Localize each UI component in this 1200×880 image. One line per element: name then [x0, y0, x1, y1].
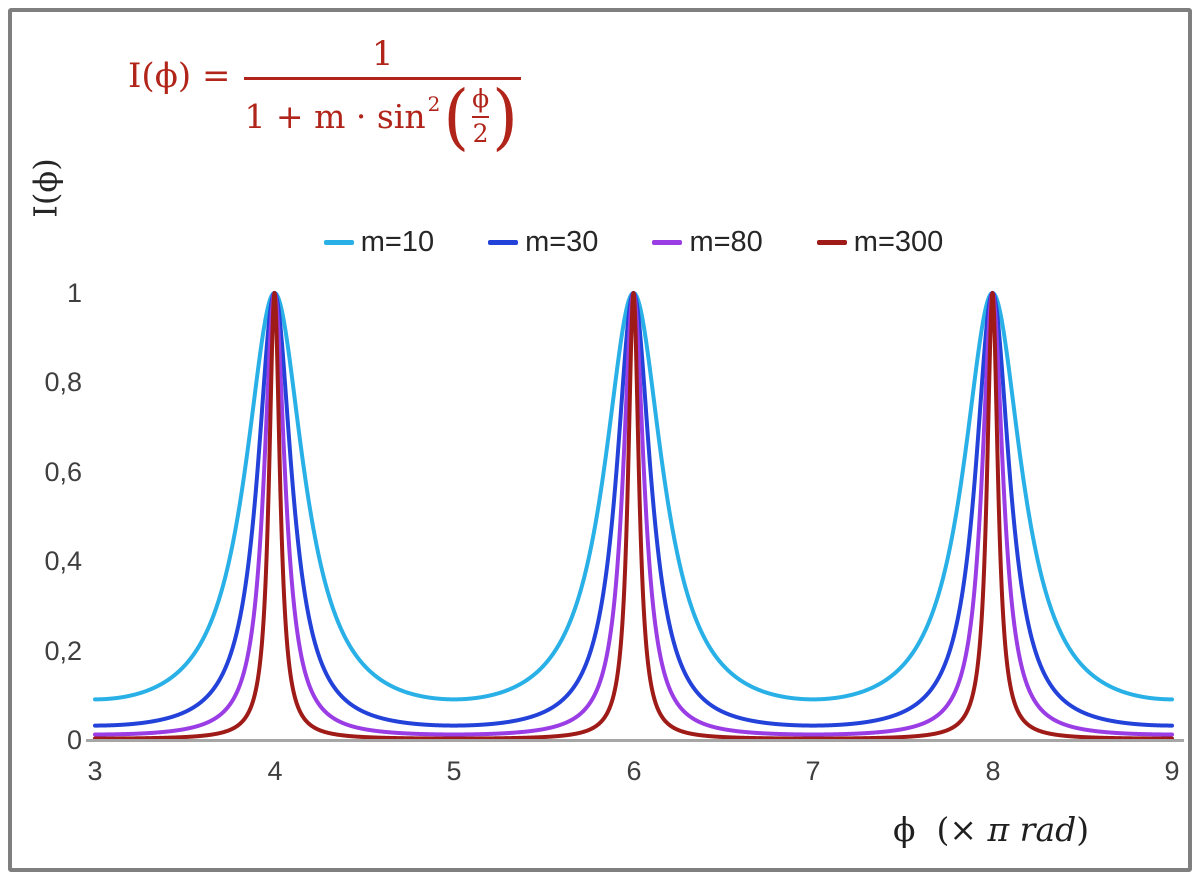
x-tick-label-8: 8	[985, 756, 1001, 786]
formula-fraction-bar	[244, 77, 521, 80]
legend-item-m10: m=10	[323, 226, 435, 259]
x-axis-title: ϕ (× π rad)	[893, 810, 1089, 849]
formula-denominator-main: 1 + m · sin	[244, 97, 426, 136]
x-tick-label-7: 7	[805, 756, 821, 786]
legend-label-m30: m=30	[525, 226, 599, 258]
x-axis-title-italic: π rad	[987, 810, 1077, 849]
formula-annotation: I(ϕ) = 1 1 + m · sin 2 ( ϕ 2 )	[128, 34, 521, 158]
legend-line-swatch-m10	[323, 240, 354, 245]
legend-line-swatch-m300	[816, 240, 847, 245]
chart-frame-border	[8, 8, 1192, 872]
inner-fraction-bar	[472, 115, 490, 118]
y-tick-label-0-4: 0,4	[44, 546, 82, 576]
x-tick-label-3: 3	[87, 756, 103, 786]
x-tick-label-5: 5	[446, 756, 462, 786]
x-axis-title-prefix: ϕ (×	[893, 810, 988, 849]
inner-fraction: ϕ 2	[472, 83, 490, 149]
y-tick-label-0-6: 0,6	[44, 457, 82, 487]
plot-svg	[93, 291, 1174, 741]
legend-line-swatch-m30	[488, 240, 519, 245]
formula-fraction: 1 1 + m · sin 2 ( ϕ 2 )	[244, 34, 521, 158]
curve-m=30	[93, 291, 1174, 728]
y-axis-title-wrap: I(ϕ)	[6, 140, 86, 235]
close-paren: )	[492, 74, 518, 158]
x-tick-label-6: 6	[626, 756, 642, 786]
legend-label-m10: m=10	[360, 226, 435, 258]
formula-numerator: 1	[371, 34, 394, 74]
legend-label-m80: m=80	[689, 226, 763, 258]
inner-fraction-denominator: 2	[472, 118, 489, 148]
y-tick-label-0-8: 0,8	[44, 367, 82, 397]
y-axis-title: I(ϕ)	[26, 157, 65, 218]
legend-item-m80: m=80	[652, 226, 763, 259]
legend: m=10 m=30 m=80 m=300	[95, 226, 1172, 259]
formula-denominator-exponent: 2	[427, 91, 441, 116]
legend-item-m300: m=300	[816, 226, 944, 259]
y-tick-label-1: 1	[66, 278, 82, 308]
legend-label-m300: m=300	[853, 226, 944, 258]
open-paren: (	[443, 74, 470, 158]
y-tick-label-0-2: 0,2	[44, 636, 82, 666]
x-axis-title-suffix: )	[1076, 810, 1090, 849]
curve-m=80	[93, 291, 1174, 737]
y-tick-label-0: 0	[66, 725, 82, 755]
x-tick-label-4: 4	[267, 756, 283, 786]
formula-denominator: 1 + m · sin 2 ( ϕ 2 )	[244, 74, 520, 158]
inner-fraction-numerator: ϕ	[472, 83, 490, 113]
legend-line-swatch-m80	[652, 240, 683, 245]
formula-lhs: I(ϕ) =	[128, 55, 231, 96]
x-axis-line	[86, 739, 1184, 742]
legend-item-m30: m=30	[488, 226, 598, 259]
x-tick-label-9: 9	[1164, 756, 1180, 786]
curve-m=300	[93, 291, 1174, 741]
